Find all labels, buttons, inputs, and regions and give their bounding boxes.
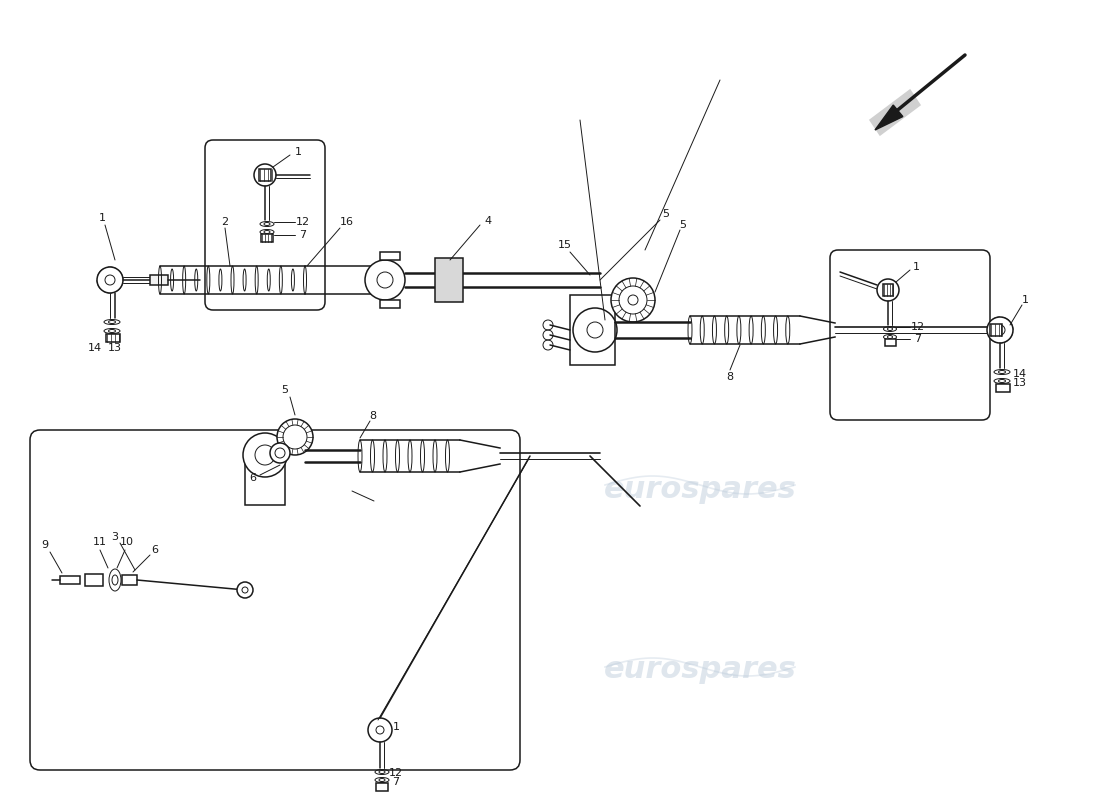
Circle shape [254,164,276,186]
Bar [570,295,615,365]
Ellipse shape [999,370,1005,374]
Ellipse shape [888,327,892,330]
Text: 7: 7 [393,777,399,787]
Text: 9: 9 [42,540,48,550]
Text: 2: 2 [221,217,229,227]
Circle shape [877,279,899,301]
Bar [376,783,388,791]
Bar [379,300,400,308]
Circle shape [573,308,617,352]
Text: eurospares: eurospares [113,475,307,505]
Text: 10: 10 [120,537,134,547]
Ellipse shape [888,335,892,338]
Text: 14: 14 [88,343,102,353]
Circle shape [270,443,290,463]
Text: 12: 12 [389,768,403,778]
Text: 5: 5 [282,385,288,395]
Polygon shape [874,105,903,130]
Bar [245,455,285,505]
FancyBboxPatch shape [830,250,990,420]
Text: 6: 6 [152,545,158,555]
Text: 13: 13 [1013,378,1027,388]
Ellipse shape [264,230,270,234]
Ellipse shape [379,778,385,782]
FancyBboxPatch shape [205,140,324,310]
Text: 5: 5 [680,220,686,230]
Text: 1: 1 [393,722,399,732]
Circle shape [243,433,287,477]
Circle shape [365,260,405,300]
Text: eurospares: eurospares [123,655,317,685]
Text: 12: 12 [911,322,925,332]
Polygon shape [460,440,500,472]
Text: 16: 16 [340,217,354,227]
Bar [990,324,1002,336]
Text: 1: 1 [295,147,301,157]
Text: 6: 6 [250,473,256,483]
FancyBboxPatch shape [30,430,520,770]
Text: 7: 7 [914,334,922,344]
Bar [122,575,138,585]
Bar [996,384,1010,392]
Bar [60,576,80,584]
Circle shape [236,582,253,598]
Bar [886,339,896,346]
Circle shape [987,317,1013,343]
Bar [261,234,273,242]
Bar [258,169,271,181]
Text: eurospares: eurospares [604,655,796,685]
Bar [106,334,120,342]
Circle shape [97,267,123,293]
Ellipse shape [264,222,270,226]
Bar [883,284,893,296]
Bar [379,252,400,260]
Bar [85,574,103,586]
Polygon shape [800,316,835,344]
Text: 13: 13 [108,343,122,353]
Text: 12: 12 [296,217,310,227]
Text: 7: 7 [299,230,307,240]
Polygon shape [870,90,920,135]
Text: 5: 5 [662,209,670,219]
Bar [434,258,463,302]
Bar [150,275,168,285]
Text: 1: 1 [913,262,920,272]
Text: 1: 1 [1022,295,1028,305]
Text: 8: 8 [726,372,734,382]
Text: 15: 15 [558,240,572,250]
Text: 1: 1 [99,213,106,223]
Circle shape [610,278,654,322]
Text: eurospares: eurospares [604,475,796,505]
Text: 8: 8 [370,411,376,421]
Ellipse shape [109,321,116,323]
Text: 4: 4 [484,216,492,226]
Text: 14: 14 [1013,369,1027,379]
Circle shape [368,718,392,742]
Text: 3: 3 [111,532,119,542]
Text: 11: 11 [94,537,107,547]
Ellipse shape [379,770,385,774]
Ellipse shape [109,569,121,591]
Ellipse shape [109,330,116,333]
Ellipse shape [999,379,1005,382]
Circle shape [277,419,313,455]
